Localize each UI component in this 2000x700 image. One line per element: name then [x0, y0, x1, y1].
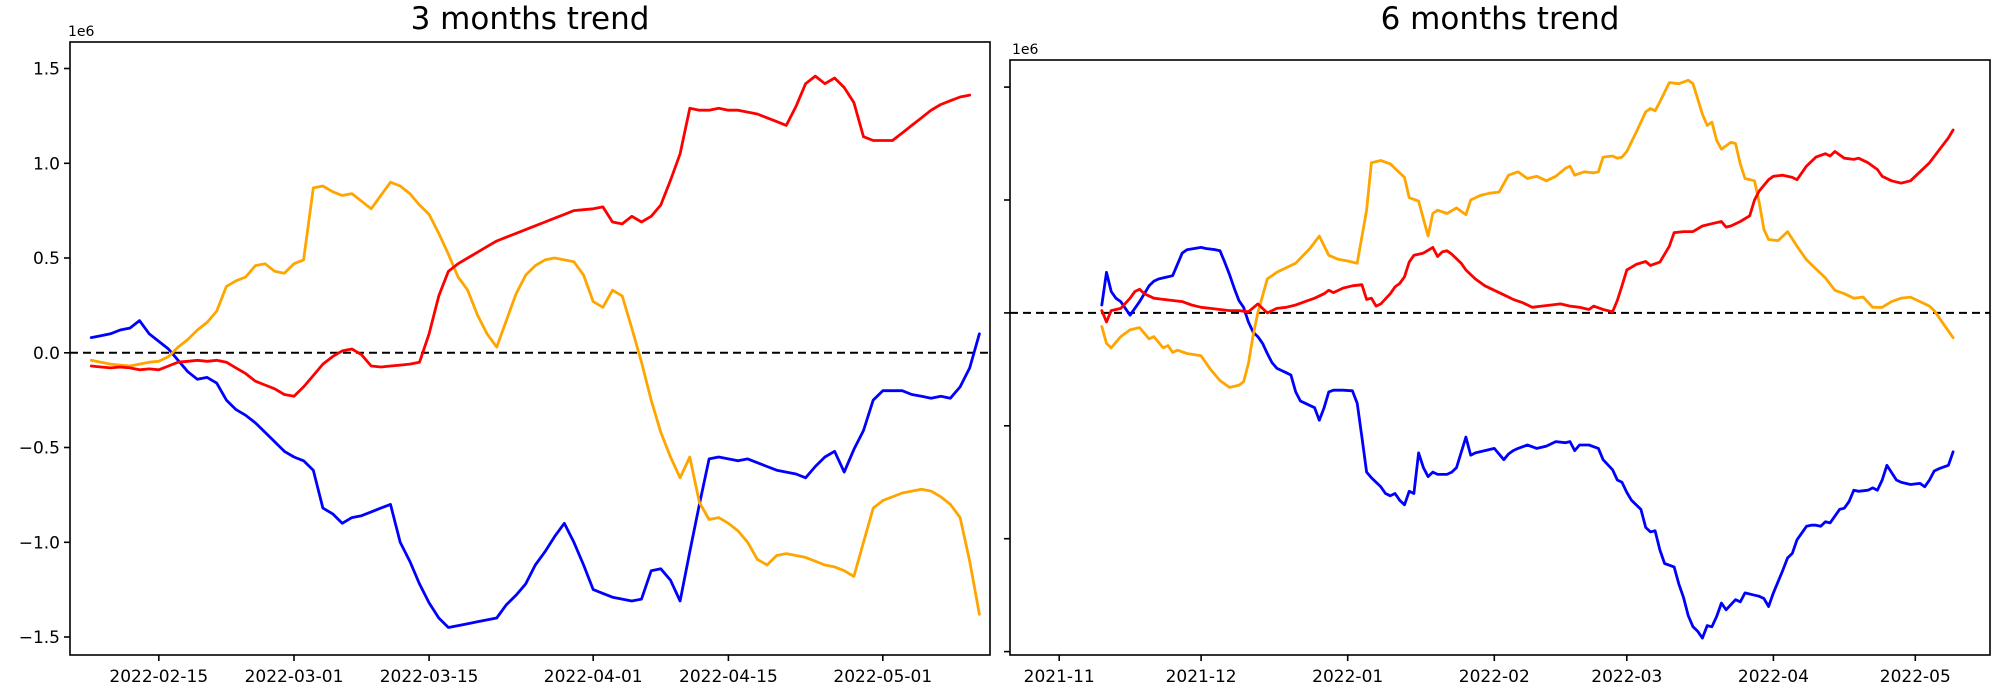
plot-border — [1009, 59, 1991, 656]
series-orange-line — [89, 180, 981, 616]
series-orange-line — [1100, 78, 1955, 389]
x-tick-label: 2022-01 — [1312, 667, 1383, 687]
chart-title: 6 months trend — [1380, 1, 1620, 37]
x-tick-label: 2022-02 — [1459, 667, 1530, 687]
y-tick-label: −1.0 — [19, 533, 60, 553]
series-red-line — [1100, 128, 1955, 324]
x-tick-label: 2021-11 — [1024, 667, 1095, 687]
y-tick-label: 0.5 — [33, 249, 60, 269]
x-tick-label: 2022-03-15 — [380, 667, 479, 687]
line-plot-6-months: 2021-11 2021-12 2022-01 2022-02 2022-03 2022-… — [1004, 59, 1991, 687]
x-tick-label: 2022-02-15 — [109, 667, 208, 687]
y-tick-label: 0.0 — [33, 344, 60, 364]
x-tick-label: 2022-05-01 — [833, 667, 932, 687]
x-tick-label: 2022-03 — [1591, 667, 1662, 687]
x-tick-label: 2022-05 — [1880, 667, 1951, 687]
x-tick-label: 2022-04 — [1738, 667, 1809, 687]
series-red-line — [89, 74, 972, 398]
x-tick-label: 2022-04-01 — [544, 667, 643, 687]
y-tick-label: −0.5 — [19, 439, 60, 459]
axis-offset-label: 1e6 — [1012, 42, 1039, 58]
line-plot-3-months: 2022-02-15 2022-03-01 2022-03-15 2022-04-01… — [19, 41, 991, 687]
y-tick-label: −1.5 — [19, 628, 60, 648]
axis-offset-label: 1e6 — [68, 24, 95, 40]
series-blue-line — [1100, 245, 1955, 640]
x-tick-label: 2021-12 — [1166, 667, 1237, 687]
plot-border — [69, 41, 991, 656]
chart-6-months-trend: 2021-11 2021-12 2022-01 2022-02 2022-03 2022-… — [1004, 0, 2000, 700]
y-tick-label: 1.0 — [33, 154, 60, 174]
chart-title: 3 months trend — [410, 1, 650, 37]
y-tick-label: 1.5 — [33, 60, 60, 80]
chart-3-months-trend: 2022-02-15 2022-03-01 2022-03-15 2022-04-01… — [19, 1, 991, 687]
x-tick-label: 2022-04-15 — [679, 667, 778, 687]
x-tick-label: 2022-03-01 — [245, 667, 344, 687]
series-blue-line — [89, 319, 981, 629]
